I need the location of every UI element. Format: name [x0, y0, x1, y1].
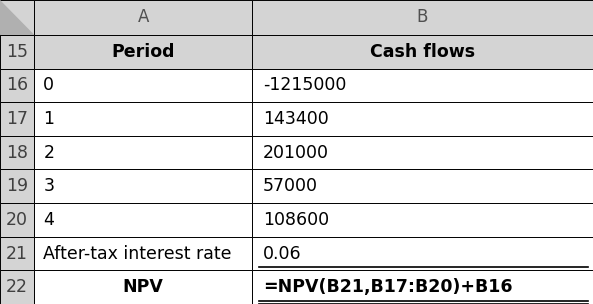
- Bar: [0, 35, 34, 69]
- Text: Period: Period: [111, 43, 175, 61]
- Bar: [34, 0, 252, 35]
- Text: 0: 0: [43, 76, 55, 95]
- Bar: [252, 35, 593, 69]
- Text: 1: 1: [43, 110, 55, 128]
- Bar: [0, 203, 34, 237]
- Text: -1215000: -1215000: [263, 76, 346, 95]
- Bar: [34, 136, 252, 170]
- Bar: [0, 136, 34, 170]
- Bar: [0, 170, 34, 203]
- Text: 21: 21: [6, 244, 28, 263]
- Text: 22: 22: [6, 278, 28, 296]
- Bar: [34, 69, 252, 102]
- Text: Cash flows: Cash flows: [370, 43, 475, 61]
- Text: 108600: 108600: [263, 211, 329, 229]
- Text: A: A: [138, 9, 149, 26]
- Bar: [34, 270, 252, 304]
- Text: 15: 15: [6, 43, 28, 61]
- Bar: [252, 170, 593, 203]
- Bar: [0, 270, 34, 304]
- Bar: [0, 0, 34, 35]
- Text: 57000: 57000: [263, 177, 318, 195]
- Bar: [252, 0, 593, 35]
- Bar: [252, 237, 593, 270]
- Bar: [252, 69, 593, 102]
- Bar: [252, 270, 593, 304]
- Bar: [0, 237, 34, 270]
- Text: NPV: NPV: [123, 278, 164, 296]
- Text: 20: 20: [6, 211, 28, 229]
- Bar: [252, 136, 593, 170]
- Bar: [34, 203, 252, 237]
- Text: 16: 16: [6, 76, 28, 95]
- Bar: [252, 203, 593, 237]
- Text: B: B: [417, 9, 428, 26]
- Text: 17: 17: [6, 110, 28, 128]
- Text: 2: 2: [43, 144, 55, 162]
- Text: 19: 19: [6, 177, 28, 195]
- Bar: [34, 35, 252, 69]
- Text: 143400: 143400: [263, 110, 329, 128]
- Bar: [0, 102, 34, 136]
- Bar: [252, 102, 593, 136]
- Polygon shape: [0, 0, 34, 35]
- Bar: [34, 237, 252, 270]
- Text: 0.06: 0.06: [263, 244, 301, 263]
- Text: 4: 4: [43, 211, 54, 229]
- Text: =NPV(B21,B17:B20)+B16: =NPV(B21,B17:B20)+B16: [263, 278, 512, 296]
- Text: 201000: 201000: [263, 144, 329, 162]
- Text: After-tax interest rate: After-tax interest rate: [43, 244, 232, 263]
- Bar: [34, 102, 252, 136]
- Text: 3: 3: [43, 177, 55, 195]
- Bar: [0, 69, 34, 102]
- Bar: [34, 170, 252, 203]
- Text: 18: 18: [6, 144, 28, 162]
